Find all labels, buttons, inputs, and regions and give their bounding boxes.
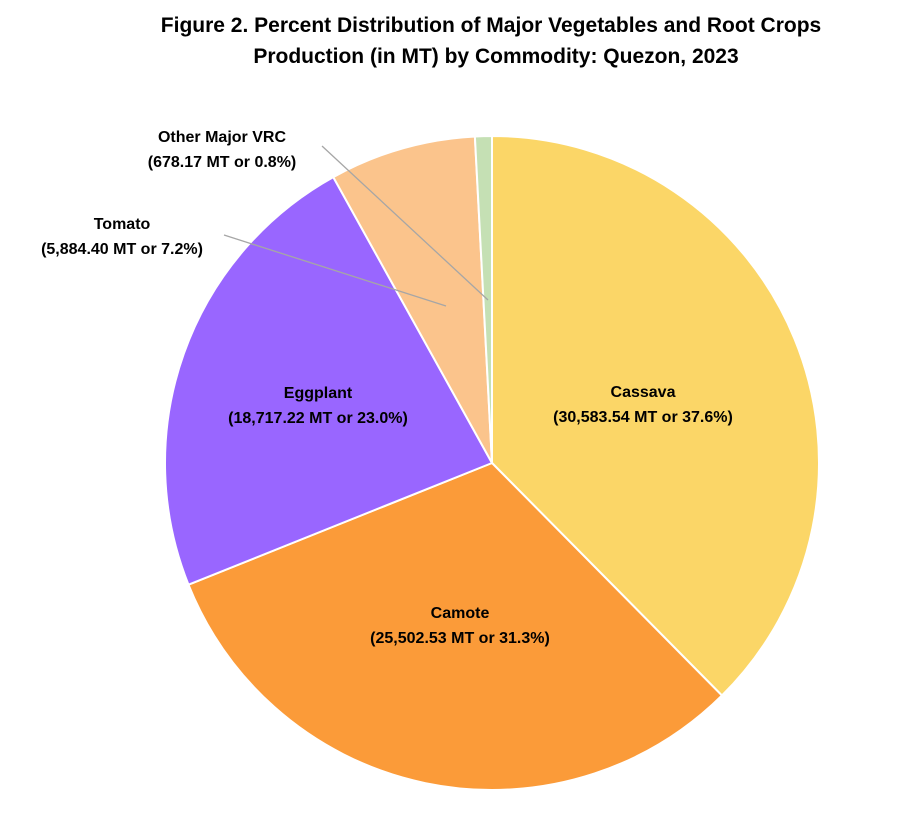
slice-label-value-other-major-vrc: (678.17 MT or 0.8%) bbox=[148, 154, 297, 171]
slice-label-name-camote: Camote bbox=[431, 605, 490, 622]
slice-label-name-other-major-vrc: Other Major VRC bbox=[158, 129, 286, 146]
slice-label-name-tomato: Tomato bbox=[94, 216, 151, 233]
leader-line-other-major-vrc bbox=[321, 145, 489, 301]
pie-slice-cassava bbox=[491, 134, 820, 697]
slice-label-value-tomato: (5,884.40 MT or 7.2%) bbox=[41, 241, 203, 258]
pie-slice-camote bbox=[187, 461, 724, 791]
pie-slice-other-major-vrc bbox=[473, 134, 493, 464]
slice-label-name-cassava: Cassava bbox=[611, 384, 676, 401]
slice-label-value-cassava: (30,583.54 MT or 37.6%) bbox=[553, 409, 733, 426]
leader-line-tomato bbox=[223, 234, 447, 307]
slice-label-value-camote: (25,502.53 MT or 31.3%) bbox=[370, 630, 550, 647]
slice-label-name-eggplant: Eggplant bbox=[284, 385, 353, 402]
pie-slice-eggplant bbox=[164, 175, 494, 586]
slice-label-value-eggplant: (18,717.22 MT or 23.0%) bbox=[228, 410, 408, 427]
pie-slice-tomato bbox=[331, 135, 493, 464]
chart-title: Figure 2. Percent Distribution of Major … bbox=[0, 10, 922, 72]
chart-title-line-1: Figure 2. Percent Distribution of Major … bbox=[160, 14, 822, 37]
chart-title-line-2: Production (in MT) by Commodity: Quezon,… bbox=[253, 45, 739, 68]
